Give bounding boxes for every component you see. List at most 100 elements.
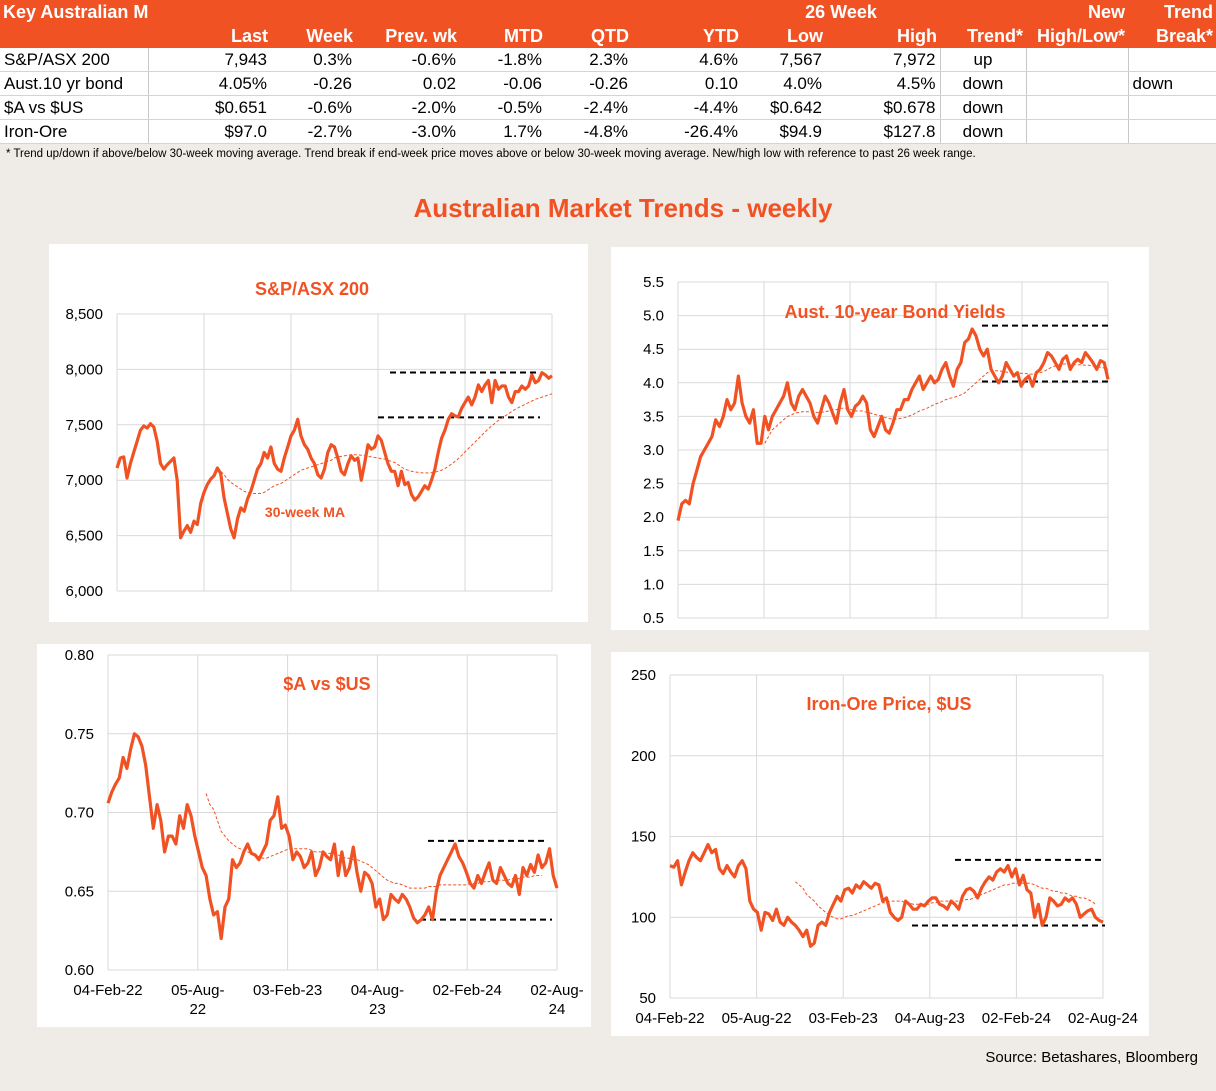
group-header-26-week: 26 Week: [742, 0, 940, 24]
cell-week: -0.26: [271, 71, 356, 96]
y-tick-label: 1.0: [643, 576, 664, 593]
y-tick-label: 0.5: [643, 610, 664, 627]
cell-prev: -3.0%: [356, 119, 460, 144]
y-tick-label: 5.5: [643, 274, 664, 291]
cell-mtd: -0.06: [460, 71, 546, 96]
x-tick-label: 05-Aug-22: [722, 1010, 792, 1027]
price-series-line: [106, 732, 559, 941]
cell-last: 4.05%: [148, 71, 271, 96]
cell-high: $0.678: [826, 95, 941, 120]
cell-low: 4.0%: [742, 71, 826, 96]
cell-qtd: 2.3%: [546, 48, 632, 72]
chart-iron-ore-panel: 50 100 150 200 250 04-Feb-22 05-Aug-22 03-Feb-2…: [611, 652, 1149, 1036]
cell-low: $94.9: [742, 119, 826, 144]
table-row: S&P/ASX 200 7,943 0.3% -0.6% -1.8% 2.3% …: [0, 48, 1216, 72]
y-tick-label: 50: [639, 990, 656, 1007]
x-tick-label: 04-Aug-23: [895, 1010, 965, 1027]
cell-trend-break: [1128, 48, 1216, 72]
cell-high: 4.5%: [826, 71, 941, 96]
cell-trend-break: down: [1128, 71, 1216, 96]
footnote: * Trend up/down if above/below 30-week m…: [6, 148, 976, 160]
cell-high: 7,972: [826, 48, 941, 72]
cell-trend: down: [940, 95, 1027, 120]
x-tick-label: 02-Feb-24: [433, 982, 502, 999]
col-new-line1: New: [1026, 0, 1128, 24]
y-tick-label: 3.5: [643, 408, 664, 425]
x-tick-label: 02-Aug-24: [1068, 1010, 1138, 1027]
y-tick-label: 8,500: [65, 306, 103, 323]
y-tick-label: 100: [631, 909, 656, 926]
x-tick-label-line: 22: [189, 1001, 206, 1018]
row-name: Iron-Ore: [0, 119, 149, 144]
col-mtd: MTD: [460, 24, 546, 48]
cell-prev: 0.02: [356, 71, 460, 96]
cell-prev: -0.6%: [356, 48, 460, 72]
x-tick-label: 04-Feb-22: [73, 982, 142, 999]
moving-average-line: [205, 793, 542, 889]
y-tick-label: 4.5: [643, 341, 664, 358]
y-tick-label: 200: [631, 748, 656, 765]
x-tick-label: 02-Feb-24: [982, 1010, 1051, 1027]
y-tick-label: 1.5: [643, 543, 664, 560]
chart-title: $A vs $US: [283, 674, 370, 694]
chart-bond-yields: 0.5 1.0 1.5 2.0 2.5 3.0 3.5 4.0 4.5 5.0 5.5 Aust. 1…: [643, 274, 1110, 627]
col-week: Week: [271, 24, 356, 48]
x-tick-label-line: 23: [369, 1001, 386, 1018]
y-tick-label: 0.60: [65, 962, 94, 979]
row-name: $A vs $US: [0, 95, 149, 120]
col-high: High: [826, 24, 940, 48]
y-tick-label: 2.0: [643, 509, 664, 526]
chart-asx200-panel: 6,000 6,500 7,000 7,500 8,000 8,500 S&P/ASX 20…: [49, 244, 588, 622]
cell-qtd: -2.4%: [546, 95, 632, 120]
x-tick-label-line: 24: [549, 1001, 566, 1018]
y-tick-label: 150: [631, 829, 656, 846]
cell-mtd: -0.5%: [460, 95, 546, 120]
cell-ytd: -4.4%: [632, 95, 742, 120]
chart-aud-usd: 0.60 0.65 0.70 0.75 0.80 04-Feb-22 05-Aug- 22 03…: [65, 647, 584, 1018]
x-tick-label: 03-Feb-23: [809, 1010, 878, 1027]
chart-aud-usd-panel: 0.60 0.65 0.70 0.75 0.80 04-Feb-22 05-Aug- 22 03…: [37, 644, 591, 1027]
x-tick-label: 04-Aug- 23: [351, 982, 404, 1018]
cell-week: -0.6%: [271, 95, 356, 120]
row-name: Aust.10 yr bond: [0, 71, 149, 96]
x-tick-label: 04-Feb-22: [635, 1010, 704, 1027]
x-tick-label-line: 04-Aug-: [351, 982, 404, 999]
cell-new-high-low: [1026, 48, 1129, 72]
table-header-row-1: Key Australian Markets 26 Week New Trend: [0, 0, 1216, 24]
chart-title: Aust. 10-year Bond Yields: [784, 302, 1005, 322]
y-tick-label: 0.70: [65, 805, 94, 822]
y-tick-label: 7,500: [65, 417, 103, 434]
moving-average-line: [794, 881, 1096, 920]
col-qtd: QTD: [546, 24, 632, 48]
ma-annotation: 30-week MA: [265, 504, 345, 520]
col-break-line1: Trend: [1128, 0, 1216, 24]
y-tick-label: 0.65: [65, 883, 94, 900]
cell-trend: down: [940, 119, 1027, 144]
col-new-line2: High/Low*: [1026, 24, 1128, 48]
markets-table: Key Australian Markets 26 Week New Trend…: [0, 0, 1216, 144]
cell-trend-break: [1128, 95, 1216, 120]
price-series-line: [676, 327, 1110, 521]
cell-qtd: -0.26: [546, 71, 632, 96]
x-tick-label: 02-Aug-24: [530, 982, 583, 1018]
y-tick-label: 3.0: [643, 442, 664, 459]
chart-iron-ore: 50 100 150 200 250 04-Feb-22 05-Aug-22 03-Feb-2…: [631, 667, 1138, 1027]
cell-last: 7,943: [148, 48, 271, 72]
cell-trend: up: [940, 48, 1027, 72]
cell-high: $127.8: [826, 119, 941, 144]
y-tick-label: 2.5: [643, 476, 664, 493]
page-title: Australian Market Trends - weekly: [413, 193, 833, 223]
cell-ytd: 0.10: [632, 71, 742, 96]
cell-low: 7,567: [742, 48, 826, 72]
x-tick-label: 03-Feb-23: [253, 982, 322, 999]
col-low: Low: [742, 24, 826, 48]
price-series-line: [115, 371, 553, 540]
y-tick-label: 4.0: [643, 375, 664, 392]
x-tick-label-line: 05-Aug-: [171, 982, 224, 999]
y-tick-label: 250: [631, 667, 656, 684]
moving-average-line: [764, 363, 1109, 444]
table-row: Aust.10 yr bond 4.05% -0.26 0.02 -0.06 -…: [0, 71, 1216, 96]
cell-new-high-low: [1026, 119, 1129, 144]
moving-average-line: [217, 393, 553, 494]
x-tick-label: 05-Aug- 22: [171, 982, 224, 1018]
